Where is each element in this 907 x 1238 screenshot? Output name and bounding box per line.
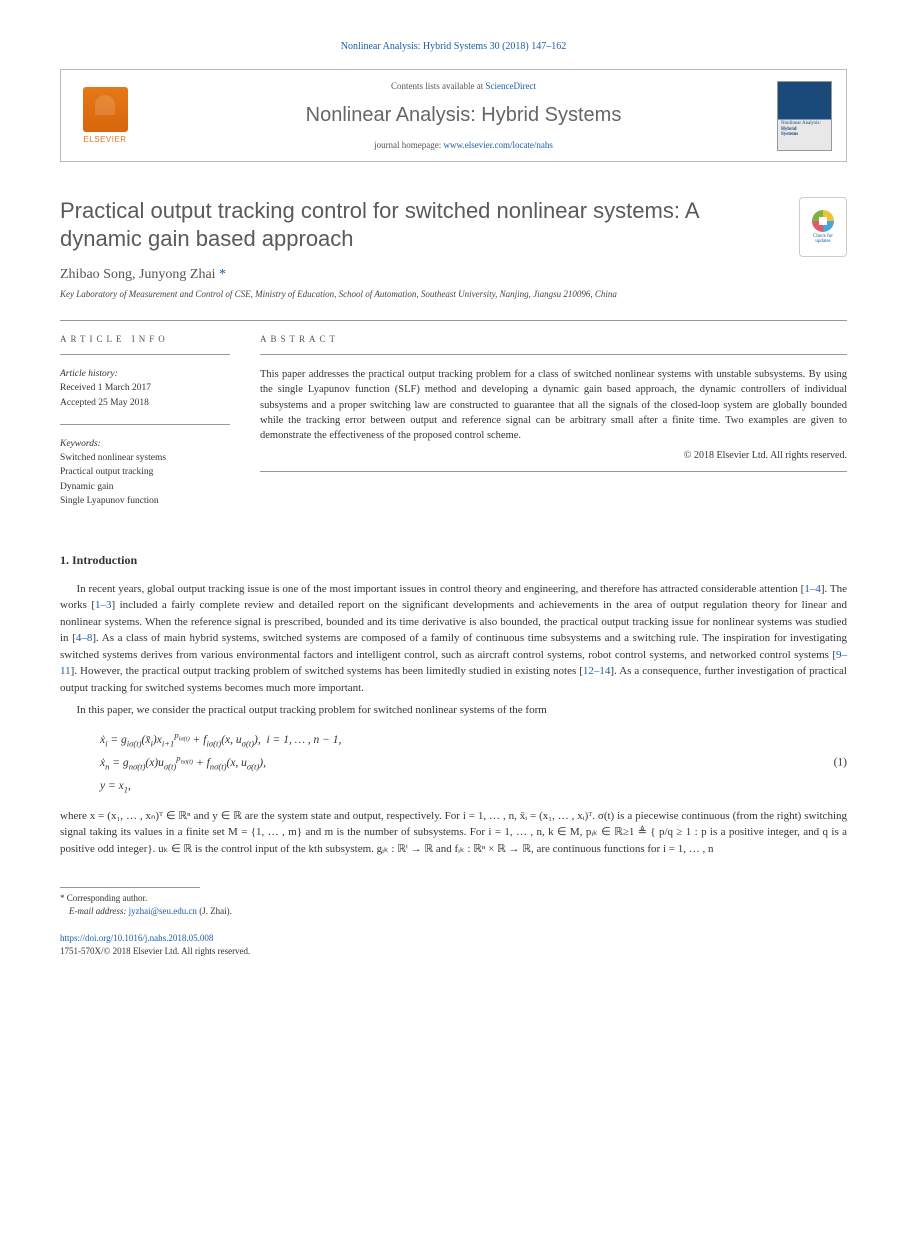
header-citation: Nonlinear Analysis: Hybrid Systems 30 (2… — [60, 40, 847, 54]
ref-link-2[interactable]: 1–3 — [95, 599, 112, 611]
doi-link[interactable]: https://doi.org/10.1016/j.nahs.2018.05.0… — [60, 932, 847, 945]
received-date: Received 1 March 2017 — [60, 383, 151, 393]
corresponding-marker-link[interactable]: * — [216, 267, 227, 282]
journal-center-block: Contents lists available at ScienceDirec… — [150, 80, 777, 151]
homepage-link[interactable]: www.elsevier.com/locate/nahs — [444, 140, 553, 150]
author-names: Zhibao Song, Junyong Zhai — [60, 267, 216, 282]
authors-line: Zhibao Song, Junyong Zhai * — [60, 265, 847, 285]
footer-separator — [60, 887, 200, 888]
abstract-copyright: © 2018 Elsevier Ltd. All rights reserved… — [260, 449, 847, 463]
contents-available-line: Contents lists available at ScienceDirec… — [150, 80, 777, 93]
abstract-label: ABSTRACT — [260, 333, 847, 346]
crossmark-text: Check forupdates — [813, 234, 833, 245]
elsevier-logo[interactable]: ELSEVIER — [75, 83, 135, 148]
abstract-text: This paper addresses the practical outpu… — [260, 367, 847, 443]
sciencedirect-link[interactable]: ScienceDirect — [486, 81, 536, 91]
keyword-3: Dynamic gain — [60, 482, 114, 492]
equation-number-1: (1) — [834, 752, 847, 775]
elsevier-tree-icon — [83, 87, 128, 132]
issn-copyright: 1751-570X/© 2018 Elsevier Ltd. All right… — [60, 945, 847, 958]
info-abstract-row: ARTICLE INFO Article history: Received 1… — [60, 333, 847, 522]
article-history-block: Article history: Received 1 March 2017 A… — [60, 367, 230, 410]
intro-para-1: In recent years, global output tracking … — [60, 581, 847, 697]
article-info-column: ARTICLE INFO Article history: Received 1… — [60, 333, 230, 522]
abstract-column: ABSTRACT This paper addresses the practi… — [260, 333, 847, 522]
email-link[interactable]: jyzhai@seu.edu.cn — [129, 906, 197, 916]
email-prefix: E-mail address: — [69, 906, 129, 916]
keywords-label: Keywords: — [60, 439, 101, 449]
history-label: Article history: — [60, 369, 118, 379]
journal-header-box: ELSEVIER Contents lists available at Sci… — [60, 69, 847, 162]
article-title: Practical output tracking control for sw… — [60, 197, 779, 252]
elsevier-label: ELSEVIER — [83, 134, 126, 145]
keywords-block: Keywords: Switched nonlinear systems Pra… — [60, 437, 230, 508]
homepage-line: journal homepage: www.elsevier.com/locat… — [150, 139, 777, 152]
corr-label: * Corresponding author. — [60, 893, 147, 903]
abstract-divider-1 — [260, 354, 847, 355]
equation-1: ẋi = giσ(t)(x̄i)xi+1piσ(t) + fiσ(t)(x, u… — [100, 729, 847, 798]
ref-link-1[interactable]: 1–4 — [804, 583, 821, 595]
email-suffix: (J. Zhai). — [197, 906, 232, 916]
contents-prefix: Contents lists available at — [391, 81, 485, 91]
intro-para-2: In this paper, we consider the practical… — [60, 702, 847, 719]
ref-link-3[interactable]: 4–8 — [76, 632, 93, 644]
article-info-label: ARTICLE INFO — [60, 333, 230, 346]
journal-cover-thumbnail: Nonlinear Analysis: Hybrid Systems — [777, 81, 832, 151]
journal-name: Nonlinear Analysis: Hybrid Systems — [150, 101, 777, 129]
title-row: Practical output tracking control for sw… — [60, 197, 847, 257]
divider-top — [60, 320, 847, 321]
homepage-prefix: journal homepage: — [374, 140, 443, 150]
ref-link-5[interactable]: 12–14 — [583, 665, 611, 677]
cover-title-text: Nonlinear Analysis: Hybrid Systems — [781, 121, 821, 138]
crossmark-badge[interactable]: Check forupdates — [799, 197, 847, 257]
keyword-1: Switched nonlinear systems — [60, 453, 166, 463]
keyword-4: Single Lyapunov function — [60, 496, 159, 506]
abstract-divider-2 — [260, 471, 847, 472]
section-1-heading: 1. Introduction — [60, 552, 847, 569]
crossmark-icon — [812, 210, 834, 232]
info-divider-2 — [60, 424, 230, 425]
keyword-2: Practical output tracking — [60, 467, 153, 477]
accepted-date: Accepted 25 May 2018 — [60, 398, 149, 408]
intro-para-3: where x = (x₁, … , xₙ)ᵀ ∈ ℝⁿ and y ∈ ℝ a… — [60, 808, 847, 858]
corresponding-author-note: * Corresponding author. E-mail address: … — [60, 892, 847, 917]
affiliation: Key Laboratory of Measurement and Contro… — [60, 289, 847, 301]
info-divider-1 — [60, 354, 230, 355]
